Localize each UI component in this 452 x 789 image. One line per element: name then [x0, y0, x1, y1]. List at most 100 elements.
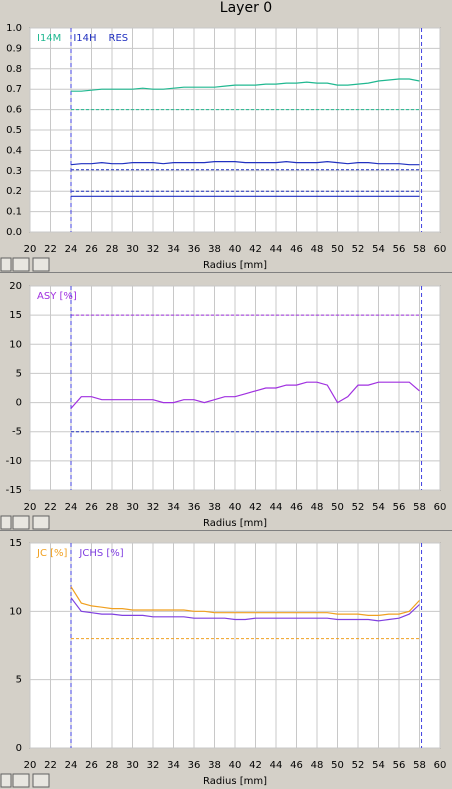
- x-tick-label: 26: [85, 502, 98, 513]
- x-tick-label: 28: [106, 244, 119, 255]
- x-tick-label: 24: [65, 244, 78, 255]
- x-tick-label: 48: [311, 502, 324, 513]
- x-tick-label: 58: [413, 502, 426, 513]
- y-tick-label: 0.2: [6, 186, 22, 197]
- x-tick-label: 22: [44, 244, 57, 255]
- x-axis-label: Radius [mm]: [203, 518, 267, 529]
- window-title: Layer 0: [220, 0, 272, 16]
- x-tick-label: 38: [208, 502, 221, 513]
- x-tick-label: 52: [352, 244, 365, 255]
- x-tick-label: 36: [188, 760, 201, 771]
- legend-entry: RES: [109, 33, 129, 44]
- toolbar-button[interactable]: [0, 515, 12, 530]
- x-tick-label: 56: [393, 502, 406, 513]
- x-tick-label: 58: [413, 760, 426, 771]
- x-tick-label: 24: [65, 502, 78, 513]
- x-tick-label: 30: [126, 502, 139, 513]
- x-axis-label: Radius [mm]: [203, 776, 267, 787]
- x-tick-label: 48: [311, 760, 324, 771]
- x-tick-label: 32: [147, 244, 160, 255]
- x-tick-label: 56: [393, 760, 406, 771]
- x-tick-label: 36: [188, 502, 201, 513]
- x-tick-label: 46: [290, 760, 303, 771]
- series-line: [70, 160, 420, 166]
- series-line: [71, 78, 420, 92]
- x-tick-label: 38: [208, 760, 221, 771]
- y-tick-label: 5: [16, 368, 22, 379]
- x-tick-label: 20: [24, 502, 37, 513]
- x-tick-label: 28: [106, 760, 119, 771]
- x-tick-label: 24: [65, 760, 78, 771]
- x-tick-label: 26: [85, 244, 98, 255]
- x-axis-label: Radius [mm]: [203, 260, 267, 271]
- y-tick-label: 0.9: [6, 43, 22, 54]
- x-tick-label: 48: [311, 244, 324, 255]
- legend-entry: JC [%]: [36, 548, 68, 559]
- x-tick-label: 38: [208, 244, 221, 255]
- legend-entry: I14M: [37, 33, 61, 44]
- x-tick-label: 44: [270, 760, 283, 771]
- toolbar-button[interactable]: [0, 773, 12, 788]
- x-tick-label: 22: [44, 502, 57, 513]
- y-tick-label: 1.0: [6, 23, 22, 34]
- x-tick-label: 50: [331, 244, 344, 255]
- x-tick-label: 54: [372, 502, 385, 513]
- x-tick-label: 34: [167, 502, 180, 513]
- y-tick-label: 0.5: [6, 125, 22, 136]
- series-line: [70, 381, 420, 409]
- x-tick-label: 44: [270, 502, 283, 513]
- legend-entry: ASY [%]: [37, 291, 77, 302]
- x-tick-label: 58: [413, 244, 426, 255]
- series-line: [70, 597, 420, 622]
- y-tick-label: 0.0: [6, 227, 22, 238]
- y-tick-label: 0.4: [6, 145, 22, 156]
- x-tick-label: 40: [229, 502, 242, 513]
- x-tick-label: 60: [434, 244, 447, 255]
- x-tick-label: 32: [147, 502, 160, 513]
- x-tick-label: 20: [24, 244, 37, 255]
- x-tick-label: 42: [249, 760, 262, 771]
- y-tick-label: 20: [9, 281, 22, 292]
- toolbar-button[interactable]: [32, 515, 50, 530]
- y-tick-label: 0.3: [6, 166, 22, 177]
- toolbar-button[interactable]: [12, 773, 30, 788]
- y-tick-label: 0.6: [6, 105, 22, 116]
- x-tick-label: 36: [188, 244, 201, 255]
- x-tick-label: 28: [106, 502, 119, 513]
- x-tick-label: 40: [229, 760, 242, 771]
- x-tick-label: 50: [331, 502, 344, 513]
- x-tick-label: 42: [249, 244, 262, 255]
- y-tick-label: 5: [16, 675, 22, 686]
- x-tick-label: 44: [270, 244, 283, 255]
- x-tick-label: 46: [290, 502, 303, 513]
- x-tick-label: 60: [434, 502, 447, 513]
- toolbar-button[interactable]: [0, 257, 12, 272]
- toolbar-button[interactable]: [12, 257, 30, 272]
- legend-entry: I14H: [73, 33, 96, 44]
- x-tick-label: 30: [126, 760, 139, 771]
- x-tick-label: 54: [372, 244, 385, 255]
- x-tick-label: 50: [331, 760, 344, 771]
- y-tick-label: 0.7: [6, 84, 22, 95]
- y-tick-label: 0: [16, 743, 22, 754]
- toolbar-button[interactable]: [32, 773, 50, 788]
- y-tick-label: -5: [12, 427, 22, 438]
- y-tick-label: 0.1: [6, 207, 22, 218]
- y-tick-label: -15: [6, 485, 22, 496]
- legend-entry: JCHS [%]: [78, 548, 123, 559]
- y-tick-label: 10: [9, 606, 22, 617]
- x-tick-label: 22: [44, 760, 57, 771]
- y-tick-label: 15: [9, 310, 22, 321]
- toolbar-button[interactable]: [32, 257, 50, 272]
- x-tick-label: 20: [24, 760, 37, 771]
- x-tick-label: 52: [352, 760, 365, 771]
- x-tick-label: 30: [126, 244, 139, 255]
- x-tick-label: 60: [434, 760, 447, 771]
- y-tick-label: 0.8: [6, 64, 22, 75]
- x-tick-label: 26: [85, 760, 98, 771]
- y-tick-label: -10: [6, 456, 22, 467]
- x-tick-label: 56: [393, 244, 406, 255]
- toolbar-button[interactable]: [12, 515, 30, 530]
